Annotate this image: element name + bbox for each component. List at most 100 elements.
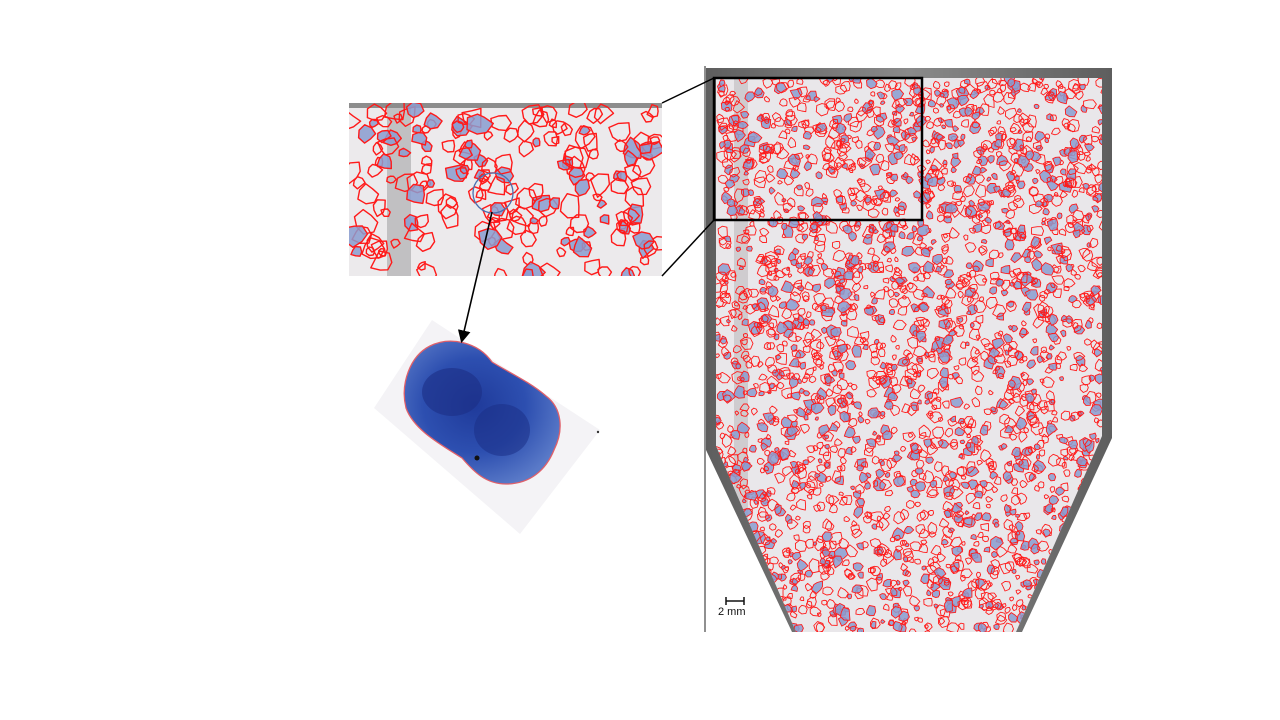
- colony-outline: [808, 558, 820, 574]
- colony-outline: [734, 410, 740, 416]
- colony-outline: [914, 155, 919, 161]
- colony-outline: [1061, 495, 1070, 503]
- colony-outline: [728, 309, 737, 320]
- colony-outline: [1002, 343, 1014, 354]
- colony-outline: [771, 112, 782, 122]
- colony-outline: [748, 444, 757, 453]
- colony-outline: [959, 204, 973, 218]
- colony-outline: [904, 132, 918, 144]
- zoom-image-panel: [349, 103, 662, 276]
- colony-outline: [405, 103, 425, 119]
- colony-outline: [905, 352, 914, 361]
- colony-outline: [831, 268, 837, 275]
- colony-outline: [917, 223, 931, 237]
- colony-outline: [781, 564, 786, 571]
- colony-outline: [1024, 471, 1036, 483]
- colony-outline: [879, 192, 889, 202]
- colony-outline: [787, 273, 793, 278]
- colony-outline: [989, 277, 999, 285]
- colony-outline: [945, 563, 952, 569]
- colony-outline: [1091, 135, 1100, 143]
- colony-outline: [895, 344, 900, 350]
- colony-outline: [415, 231, 436, 252]
- colony-outline: [895, 545, 904, 553]
- colony-outline: [770, 257, 778, 267]
- colony-outline: [984, 216, 992, 224]
- colony-outline: [721, 433, 733, 448]
- colony-outline: [770, 538, 778, 544]
- colony-outline: [766, 318, 778, 329]
- colony-outline: [1012, 232, 1021, 241]
- colony-outline: [789, 610, 798, 619]
- colony-outline: [957, 521, 963, 527]
- colony-outline: [1050, 507, 1056, 513]
- colony-outline: [1095, 392, 1102, 398]
- colony-outline: [735, 363, 742, 370]
- colony-outline: [1002, 622, 1014, 632]
- colony-outline: [941, 232, 951, 243]
- colony-outline: [735, 286, 746, 295]
- colony-outline: [943, 491, 954, 500]
- colony-outline: [806, 600, 813, 609]
- colony-outline: [1018, 459, 1029, 470]
- colony-outline: [824, 520, 835, 532]
- colony-outline: [742, 390, 748, 396]
- colony-outline: [931, 168, 940, 176]
- colony-outline: [959, 195, 966, 202]
- colony-outline: [505, 182, 519, 196]
- colony-outline: [599, 214, 610, 225]
- colony-outline: [1029, 186, 1039, 197]
- colony-outline: [769, 556, 779, 565]
- colony-outline: [1029, 401, 1042, 414]
- colony-outline: [949, 471, 958, 480]
- colony-outline: [406, 183, 426, 205]
- colony-outline: [865, 605, 877, 617]
- colony-outline: [740, 111, 750, 119]
- colony-outline: [873, 260, 879, 268]
- colony-outline: [1082, 248, 1094, 262]
- colony-outline: [766, 270, 777, 281]
- colony-outline: [818, 482, 824, 487]
- colony-outline: [787, 518, 799, 530]
- colony-outline: [904, 368, 918, 381]
- colony-outline: [946, 622, 960, 632]
- colony-outline: [1066, 214, 1078, 225]
- colony-outline: [716, 271, 728, 282]
- colony-outline: [813, 355, 823, 366]
- colony-outline: [736, 421, 750, 434]
- colony-outline: [773, 245, 785, 256]
- colony-outline: [716, 150, 728, 163]
- colony-outline: [902, 548, 913, 557]
- colony-outline: [755, 325, 765, 335]
- colony-outline: [893, 205, 901, 215]
- colony-outline: [377, 137, 400, 156]
- colony-outline: [1004, 424, 1015, 434]
- colony-outline: [736, 232, 751, 244]
- colony-outline: [927, 521, 938, 535]
- colony-outline: [910, 442, 923, 455]
- colony-outline: [945, 255, 954, 265]
- colony-outline: [901, 245, 916, 257]
- colony-outline: [813, 293, 827, 306]
- colony-outline: [767, 498, 780, 512]
- colony-outline: [919, 509, 929, 521]
- colony-outline: [1040, 558, 1047, 565]
- colony-outline: [1000, 289, 1009, 297]
- colony-outline: [850, 162, 856, 168]
- colony-outline: [993, 623, 1000, 630]
- colony-outline: [931, 589, 941, 598]
- colony-outline: [1040, 346, 1047, 354]
- colony-outline: [782, 202, 794, 212]
- colony-outline: [945, 142, 953, 149]
- colony-outline: [833, 156, 846, 171]
- colony-outline: [958, 453, 964, 459]
- colony-outline: [728, 166, 741, 178]
- colony-outline: [760, 498, 770, 507]
- colony-outline: [913, 306, 920, 313]
- colony-outline: [1018, 327, 1028, 335]
- colony-outline: [870, 356, 881, 366]
- colony-outline: [835, 195, 847, 206]
- colony-outline: [596, 199, 608, 209]
- colony-outline: [997, 252, 1004, 259]
- colony-outline: [975, 184, 986, 198]
